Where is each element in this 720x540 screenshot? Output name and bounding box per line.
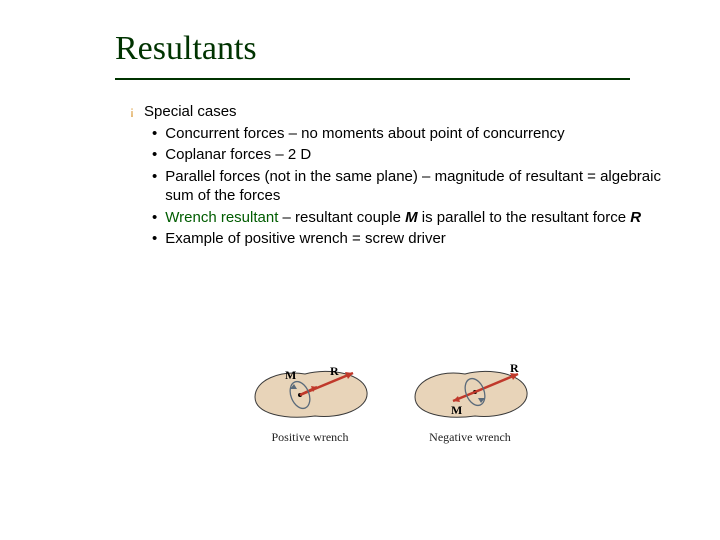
label-R: R	[330, 364, 339, 378]
list-item: ¡ Special cases	[130, 102, 690, 122]
l2-text-frag: is parallel to the resultant force	[418, 209, 631, 226]
positive-wrench-icon: M R	[245, 362, 375, 424]
symbol-R: R	[630, 209, 641, 226]
label-R: R	[510, 362, 519, 375]
slide-title: Resultants	[115, 30, 257, 68]
label-M: M	[285, 368, 296, 382]
wrench-label: Wrench resultant	[165, 209, 278, 226]
l2-text-frag: – resultant couple	[278, 209, 405, 226]
list-item: • Wrench resultant – resultant couple M …	[152, 208, 690, 228]
positive-wrench-block: M R Positive wrench	[245, 362, 375, 445]
bullet-l2-icon: •	[152, 167, 157, 187]
symbol-M: M	[405, 209, 418, 226]
negative-wrench-icon: M R	[405, 362, 535, 424]
bullet-l2-icon: •	[152, 208, 157, 228]
bullet-l1-icon: ¡	[130, 102, 134, 120]
bullet-l2-icon: •	[152, 145, 157, 165]
list-item: • Concurrent forces – no moments about p…	[152, 124, 690, 144]
l2-text: Parallel forces (not in the same plane) …	[165, 167, 690, 206]
positive-wrench-caption: Positive wrench	[272, 430, 349, 445]
list-item: • Coplanar forces – 2 D	[152, 145, 690, 165]
l2-text: Example of positive wrench = screw drive…	[165, 229, 446, 249]
negative-wrench-caption: Negative wrench	[429, 430, 511, 445]
bullet-l2-icon: •	[152, 229, 157, 249]
l2-text: Wrench resultant – resultant couple M is…	[165, 208, 641, 228]
bullet-l2-icon: •	[152, 124, 157, 144]
negative-wrench-block: M R Negative wrench	[405, 362, 535, 445]
title-underline	[115, 78, 630, 80]
l2-text: Coplanar forces – 2 D	[165, 145, 311, 165]
slide: Resultants ¡ Special cases • Concurrent …	[0, 0, 720, 540]
body-content: ¡ Special cases • Concurrent forces – no…	[130, 102, 690, 251]
l2-text: Concurrent forces – no moments about poi…	[165, 124, 564, 144]
label-M: M	[451, 403, 462, 417]
l1-text: Special cases	[144, 102, 237, 122]
wrench-diagrams: M R Positive wrench M R Negative	[245, 362, 535, 445]
list-item: • Example of positive wrench = screw dri…	[152, 229, 690, 249]
list-item: • Parallel forces (not in the same plane…	[152, 167, 690, 206]
